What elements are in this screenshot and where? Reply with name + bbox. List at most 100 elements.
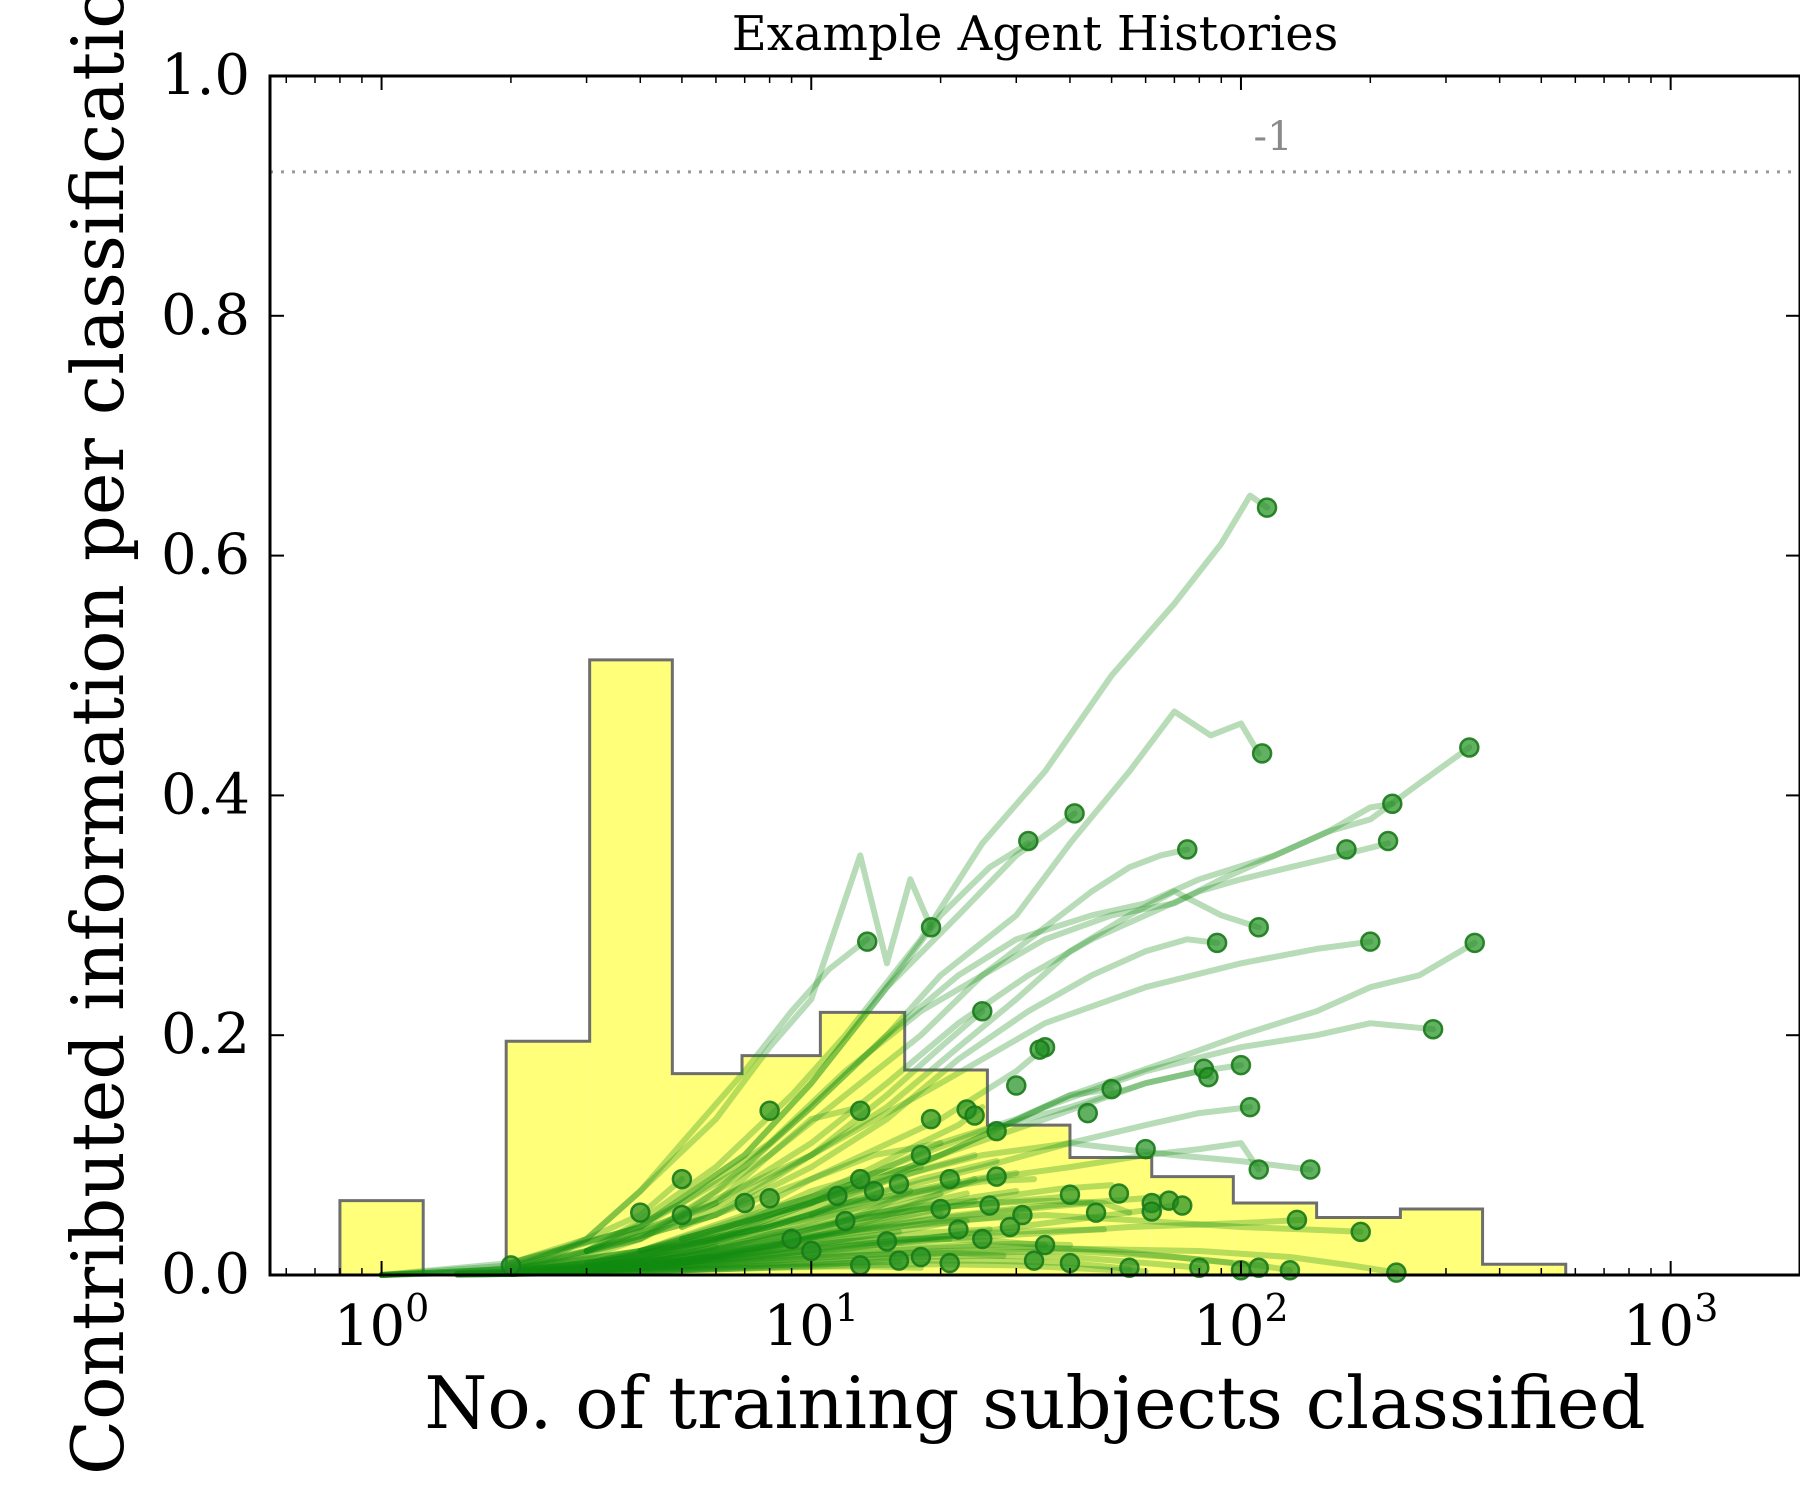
agent-end-point (1248, 1257, 1269, 1279)
agent-history-line (454, 1232, 962, 1278)
agent-end-point (759, 1188, 780, 1209)
agent-end-point (630, 1202, 651, 1223)
agent-history-line (583, 1228, 902, 1275)
y-tick-label: 1.0 (161, 43, 250, 108)
agent-end-point (781, 1228, 802, 1250)
agent-end-point (759, 1100, 780, 1121)
agent-end-point (939, 1168, 960, 1190)
x-tick-exponent: 3 (1694, 1286, 1718, 1330)
agent-end-point (1023, 1250, 1045, 1271)
agent-end-point (1206, 932, 1228, 954)
agent-history-line (507, 1216, 1307, 1276)
y-tick-label: 0.8 (161, 283, 250, 348)
agent-end-point (863, 1180, 885, 1202)
agent-end-point (1382, 793, 1403, 815)
agent-end-point (948, 1219, 969, 1240)
agent-history-line (378, 1214, 685, 1278)
y-tick-label: 0.6 (161, 523, 250, 588)
agent-end-point (1177, 839, 1198, 860)
agent-end-point (827, 1185, 848, 1207)
histogram-bar (506, 1041, 590, 1275)
agent-history-line (583, 1190, 970, 1272)
agent-history-line (507, 1104, 986, 1275)
x-axis-label: No. of training subjects classified (424, 1361, 1645, 1445)
agent-end-point (1256, 497, 1278, 518)
agent-end-point (849, 1255, 871, 1276)
y-tick-label: 0.0 (161, 1242, 250, 1307)
agent-end-point (1336, 839, 1357, 860)
agent-end-point (849, 1168, 871, 1190)
histogram-bar (1400, 1209, 1483, 1275)
agent-end-point (671, 1204, 693, 1226)
agent-history-line (378, 492, 1270, 1278)
agent-end-point (1422, 1018, 1444, 1040)
agent-history-line (637, 1140, 1314, 1254)
y-tick-label: 0.4 (161, 762, 250, 827)
agent-history-line (454, 1182, 877, 1277)
histogram-bar (589, 659, 673, 1275)
agent-end-point (1141, 1201, 1162, 1222)
agent-history-line (583, 1158, 1000, 1271)
agent-history-line (583, 888, 1262, 1254)
y-axis-label: Contributed information per classificati… (56, 0, 140, 1475)
y-tick-label: 0.2 (161, 1002, 250, 1067)
x-tick-exponent: 2 (1264, 1286, 1288, 1330)
agent-end-point (1085, 1202, 1107, 1223)
histogram-bar (987, 1125, 1070, 1275)
agent-end-point (1189, 1257, 1210, 1279)
agent-end-point (801, 1240, 822, 1262)
agent-end-point (1108, 1183, 1130, 1204)
agent-end-point (910, 1246, 932, 1268)
histogram-bar (820, 1012, 905, 1275)
agent-end-point (1248, 917, 1269, 938)
agent-end-point (1230, 1054, 1252, 1076)
agent-history-line (583, 846, 1191, 1254)
agent-end-point (1006, 1075, 1027, 1096)
agent-end-point (1012, 1204, 1033, 1226)
agent-end-point (920, 917, 942, 938)
agent-end-point (1239, 1096, 1261, 1118)
agent-end-point (1135, 1138, 1156, 1160)
agent-history-line (583, 840, 1392, 1254)
agent-history-line (378, 1176, 685, 1278)
agent-history-line (454, 1190, 944, 1277)
agent-history-line (507, 1194, 877, 1275)
agent-history-line (583, 744, 1473, 1254)
agent-history-line (507, 1227, 795, 1276)
agent-history-line (507, 1226, 1107, 1277)
agent-end-point (888, 1173, 910, 1195)
histogram-outline (338, 658, 1568, 1277)
agent-end-point (849, 1100, 871, 1121)
agent-end-point (1059, 1184, 1081, 1205)
plot-frame (268, 74, 1800, 1277)
agent-history-line (507, 1194, 1164, 1276)
histogram-bar (1069, 1157, 1152, 1275)
agent-end-point (1077, 1102, 1098, 1124)
agent-end-point (671, 1168, 693, 1190)
agent-history-line (637, 1140, 1262, 1254)
agent-end-point (1171, 1195, 1193, 1216)
agent-end-point (1377, 830, 1399, 852)
agent-end-point (964, 1105, 985, 1126)
agent-history-line (808, 939, 1478, 1218)
agent-history-line (507, 1245, 1400, 1277)
agent-history-line (454, 1226, 993, 1277)
agent-end-point (910, 1144, 932, 1166)
agent-end-point (1251, 743, 1273, 764)
agent-end-point (734, 1192, 755, 1214)
agent-end-point (972, 1228, 993, 1250)
chart-title: Example Agent Histories (732, 6, 1339, 62)
agent-end-point (888, 1250, 910, 1271)
reference-line-group: -1 (270, 114, 1800, 174)
agent-end-point (1018, 830, 1039, 852)
agent-history-line (378, 852, 934, 1278)
agent-history-line (507, 1202, 1178, 1276)
agent-end-point (972, 1000, 993, 1022)
agent-history-line (507, 1164, 924, 1272)
agent-history-line (507, 800, 1396, 1266)
agent-history-line (507, 1104, 864, 1272)
agent-end-point (939, 1252, 960, 1274)
agent-end-point (1300, 1159, 1321, 1180)
agent-history-line (507, 810, 1078, 1269)
